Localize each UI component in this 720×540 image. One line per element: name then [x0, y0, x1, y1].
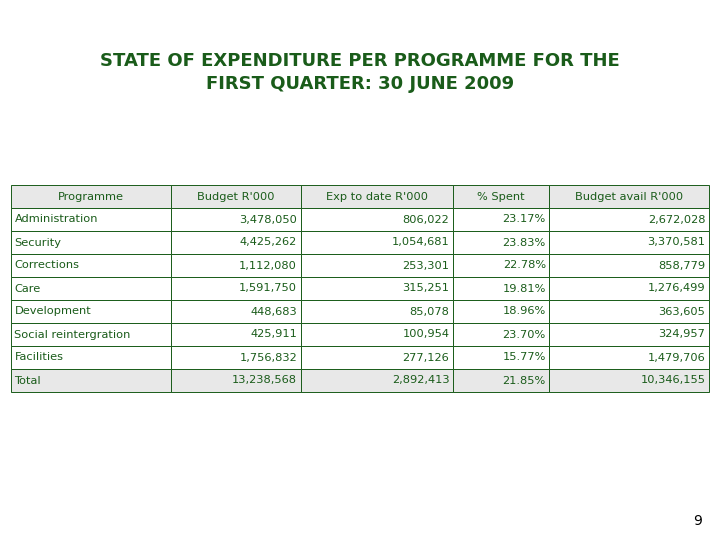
Text: 1,756,832: 1,756,832	[239, 353, 297, 362]
Bar	[300, 323, 453, 346]
Bar	[549, 369, 709, 392]
Text: 2,672,028: 2,672,028	[648, 214, 706, 225]
Bar	[11, 346, 171, 369]
Bar	[171, 277, 300, 300]
Bar	[171, 323, 300, 346]
Bar	[171, 185, 300, 208]
Bar	[453, 277, 549, 300]
Text: Total: Total	[14, 375, 41, 386]
Text: Facilities: Facilities	[14, 353, 63, 362]
Bar	[171, 300, 300, 323]
Bar	[549, 277, 709, 300]
Text: 2,892,413: 2,892,413	[392, 375, 449, 386]
Bar	[549, 185, 709, 208]
Text: 253,301: 253,301	[402, 260, 449, 271]
Text: 23.17%: 23.17%	[503, 214, 546, 225]
Text: 277,126: 277,126	[402, 353, 449, 362]
Bar	[171, 346, 300, 369]
Bar	[300, 231, 453, 254]
Bar	[11, 208, 171, 231]
Text: 9: 9	[693, 514, 702, 528]
Text: 21.85%: 21.85%	[503, 375, 546, 386]
Text: 10,346,155: 10,346,155	[641, 375, 706, 386]
Bar	[549, 208, 709, 231]
Bar	[453, 346, 549, 369]
Text: 1,054,681: 1,054,681	[392, 238, 449, 247]
Bar	[11, 231, 171, 254]
Text: Administration: Administration	[14, 214, 98, 225]
Text: 425,911: 425,911	[251, 329, 297, 340]
Text: 363,605: 363,605	[659, 307, 706, 316]
Bar	[11, 323, 171, 346]
Bar	[11, 277, 171, 300]
Text: 1,276,499: 1,276,499	[648, 284, 706, 294]
Bar	[453, 300, 549, 323]
Bar	[300, 369, 453, 392]
Text: 858,779: 858,779	[658, 260, 706, 271]
Bar	[453, 231, 549, 254]
Text: 806,022: 806,022	[402, 214, 449, 225]
Bar	[171, 231, 300, 254]
Bar	[453, 254, 549, 277]
Text: 23.83%: 23.83%	[503, 238, 546, 247]
Bar	[300, 346, 453, 369]
Bar	[11, 254, 171, 277]
Text: Exp to date R'000: Exp to date R'000	[325, 192, 428, 201]
Bar	[11, 369, 171, 392]
Text: 85,078: 85,078	[410, 307, 449, 316]
Bar	[300, 300, 453, 323]
Bar	[300, 208, 453, 231]
Text: % Spent: % Spent	[477, 192, 525, 201]
Bar	[453, 323, 549, 346]
Text: 15.77%: 15.77%	[503, 353, 546, 362]
Text: 448,683: 448,683	[251, 307, 297, 316]
Text: 4,425,262: 4,425,262	[240, 238, 297, 247]
Bar	[300, 277, 453, 300]
Bar	[453, 185, 549, 208]
Text: STATE OF EXPENDITURE PER PROGRAMME FOR THE
FIRST QUARTER: 30 JUNE 2009: STATE OF EXPENDITURE PER PROGRAMME FOR T…	[100, 52, 620, 93]
Bar	[171, 254, 300, 277]
Text: 3,478,050: 3,478,050	[239, 214, 297, 225]
Text: Development: Development	[14, 307, 91, 316]
Bar	[549, 323, 709, 346]
Bar	[549, 300, 709, 323]
Bar	[11, 185, 171, 208]
Text: 100,954: 100,954	[402, 329, 449, 340]
Text: 19.81%: 19.81%	[503, 284, 546, 294]
Bar	[171, 208, 300, 231]
Text: Budget R'000: Budget R'000	[197, 192, 274, 201]
Bar	[300, 254, 453, 277]
Text: 3,370,581: 3,370,581	[647, 238, 706, 247]
Bar	[549, 231, 709, 254]
Text: Social reintergration: Social reintergration	[14, 329, 131, 340]
Text: 1,479,706: 1,479,706	[648, 353, 706, 362]
Text: 18.96%: 18.96%	[503, 307, 546, 316]
Text: Programme: Programme	[58, 192, 124, 201]
Bar	[453, 208, 549, 231]
Text: 13,238,568: 13,238,568	[232, 375, 297, 386]
Text: 324,957: 324,957	[659, 329, 706, 340]
Text: Corrections: Corrections	[14, 260, 79, 271]
Bar	[549, 254, 709, 277]
Text: 315,251: 315,251	[402, 284, 449, 294]
Text: 23.70%: 23.70%	[503, 329, 546, 340]
Text: Budget avail R'000: Budget avail R'000	[575, 192, 683, 201]
Bar	[300, 185, 453, 208]
Bar	[11, 300, 171, 323]
Text: 1,591,750: 1,591,750	[239, 284, 297, 294]
Bar	[171, 369, 300, 392]
Text: 1,112,080: 1,112,080	[239, 260, 297, 271]
Bar	[549, 346, 709, 369]
Text: Security: Security	[14, 238, 61, 247]
Text: Care: Care	[14, 284, 41, 294]
Bar	[453, 369, 549, 392]
Text: 22.78%: 22.78%	[503, 260, 546, 271]
